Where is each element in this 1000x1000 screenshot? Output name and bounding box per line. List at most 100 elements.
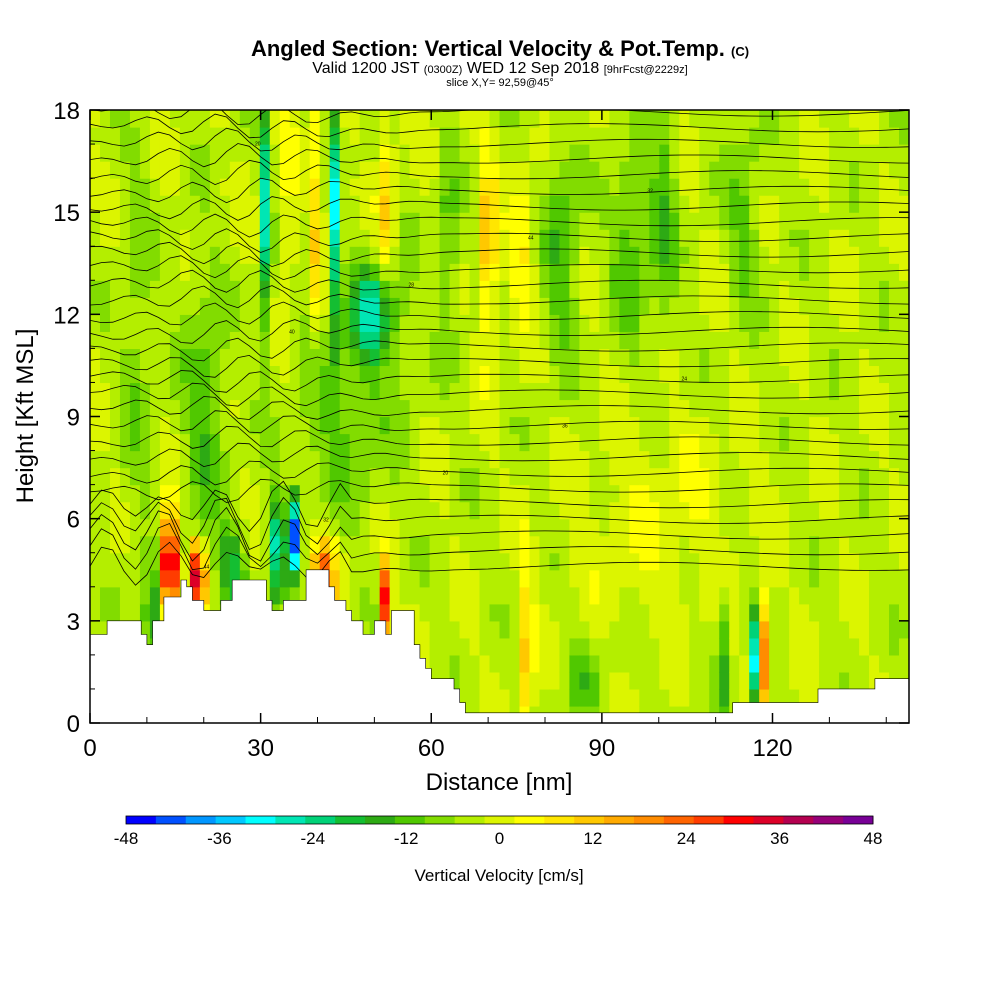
field-cell: [249, 280, 261, 298]
field-cell: [889, 433, 900, 452]
field-cell: [629, 331, 640, 349]
field-cell: [259, 416, 271, 435]
field-cell: [669, 365, 680, 384]
field-cell: [759, 654, 770, 673]
field-cell: [849, 484, 860, 503]
field-cell: [469, 637, 481, 656]
field-cell: [829, 637, 840, 656]
field-cell: [289, 433, 301, 452]
field-cell: [189, 450, 201, 469]
field-cell: [779, 195, 790, 213]
field-cell: [439, 178, 451, 196]
field-cell: [539, 501, 551, 520]
field-cell: [229, 348, 241, 367]
field-cell: [689, 518, 700, 537]
field-cell: [439, 484, 451, 503]
field-cell: [109, 399, 121, 418]
field-cell: [629, 620, 640, 639]
field-cell: [789, 688, 800, 707]
field-cell: [659, 212, 670, 230]
field-cell: [869, 450, 880, 469]
field-cell: [729, 195, 740, 213]
field-cell: [769, 161, 780, 179]
field-cell: [569, 297, 580, 315]
contour-label: 44: [204, 564, 210, 570]
field-cell: [499, 603, 511, 622]
field-cell: [449, 450, 461, 469]
field-cell: [669, 110, 680, 128]
field-cell: [879, 467, 890, 486]
field-cell: [869, 518, 880, 537]
field-cell: [179, 229, 191, 247]
field-cell: [489, 399, 501, 418]
field-cell: [209, 433, 221, 452]
field-cell: [669, 297, 680, 315]
field-cell: [459, 535, 471, 554]
field-cell: [479, 229, 491, 247]
field-cell: [259, 467, 271, 486]
field-cell: [589, 552, 600, 571]
field-cell: [829, 110, 840, 128]
field-cell: [749, 144, 760, 162]
field-cell: [609, 637, 620, 656]
field-cell: [799, 127, 810, 145]
field-cell: [139, 467, 151, 486]
field-cell: [269, 569, 281, 588]
field-cell: [629, 280, 640, 298]
field-cell: [829, 365, 840, 384]
field-cell: [519, 127, 531, 145]
field-cell: [729, 348, 740, 367]
colorbar-label: Vertical Velocity [cm/s]: [414, 866, 583, 885]
field-cell: [619, 416, 630, 435]
field-cell: [659, 433, 670, 452]
field-cell: [519, 178, 531, 196]
field-cell: [649, 382, 660, 401]
field-cell: [199, 501, 211, 520]
field-cell: [549, 297, 561, 315]
field-cell: [469, 348, 481, 367]
field-cell: [639, 280, 650, 298]
field-cell: [269, 195, 281, 213]
field-cell: [119, 314, 131, 332]
field-cell: [429, 195, 441, 213]
field-cell: [319, 518, 331, 537]
field-cell: [409, 280, 421, 298]
field-cell: [849, 586, 860, 605]
field-cell: [379, 416, 391, 435]
field-cell: [589, 399, 600, 418]
field-cell: [489, 518, 501, 537]
field-cell: [539, 518, 551, 537]
field-cell: [879, 382, 890, 401]
field-cell: [719, 178, 730, 196]
field-cell: [679, 586, 690, 605]
field-cell: [499, 161, 511, 179]
field-cell: [649, 178, 660, 196]
field-cell: [879, 365, 890, 384]
field-cell: [179, 297, 191, 315]
contour-line: [90, 241, 909, 268]
field-cell: [309, 484, 321, 503]
field-cell: [799, 416, 810, 435]
field-cell: [479, 314, 491, 332]
field-cell: [239, 280, 251, 298]
field-cell: [129, 416, 141, 435]
field-cell: [609, 297, 620, 315]
field-cell: [199, 552, 211, 571]
field-cell: [179, 127, 191, 145]
field-cell: [439, 620, 451, 639]
field-cell: [149, 382, 161, 401]
field-cell: [229, 331, 241, 349]
field-cell: [329, 314, 341, 332]
field-cell: [719, 144, 730, 162]
colorbar-swatch: [126, 816, 157, 824]
field-cell: [899, 229, 909, 247]
field-cell: [299, 433, 311, 452]
field-cell: [759, 212, 770, 230]
field-cell: [589, 569, 600, 588]
field-cell: [759, 620, 770, 639]
field-cell: [669, 127, 680, 145]
field-cell: [739, 603, 750, 622]
field-cell: [829, 569, 840, 588]
field-cell: [239, 467, 251, 486]
field-cell: [779, 467, 790, 486]
